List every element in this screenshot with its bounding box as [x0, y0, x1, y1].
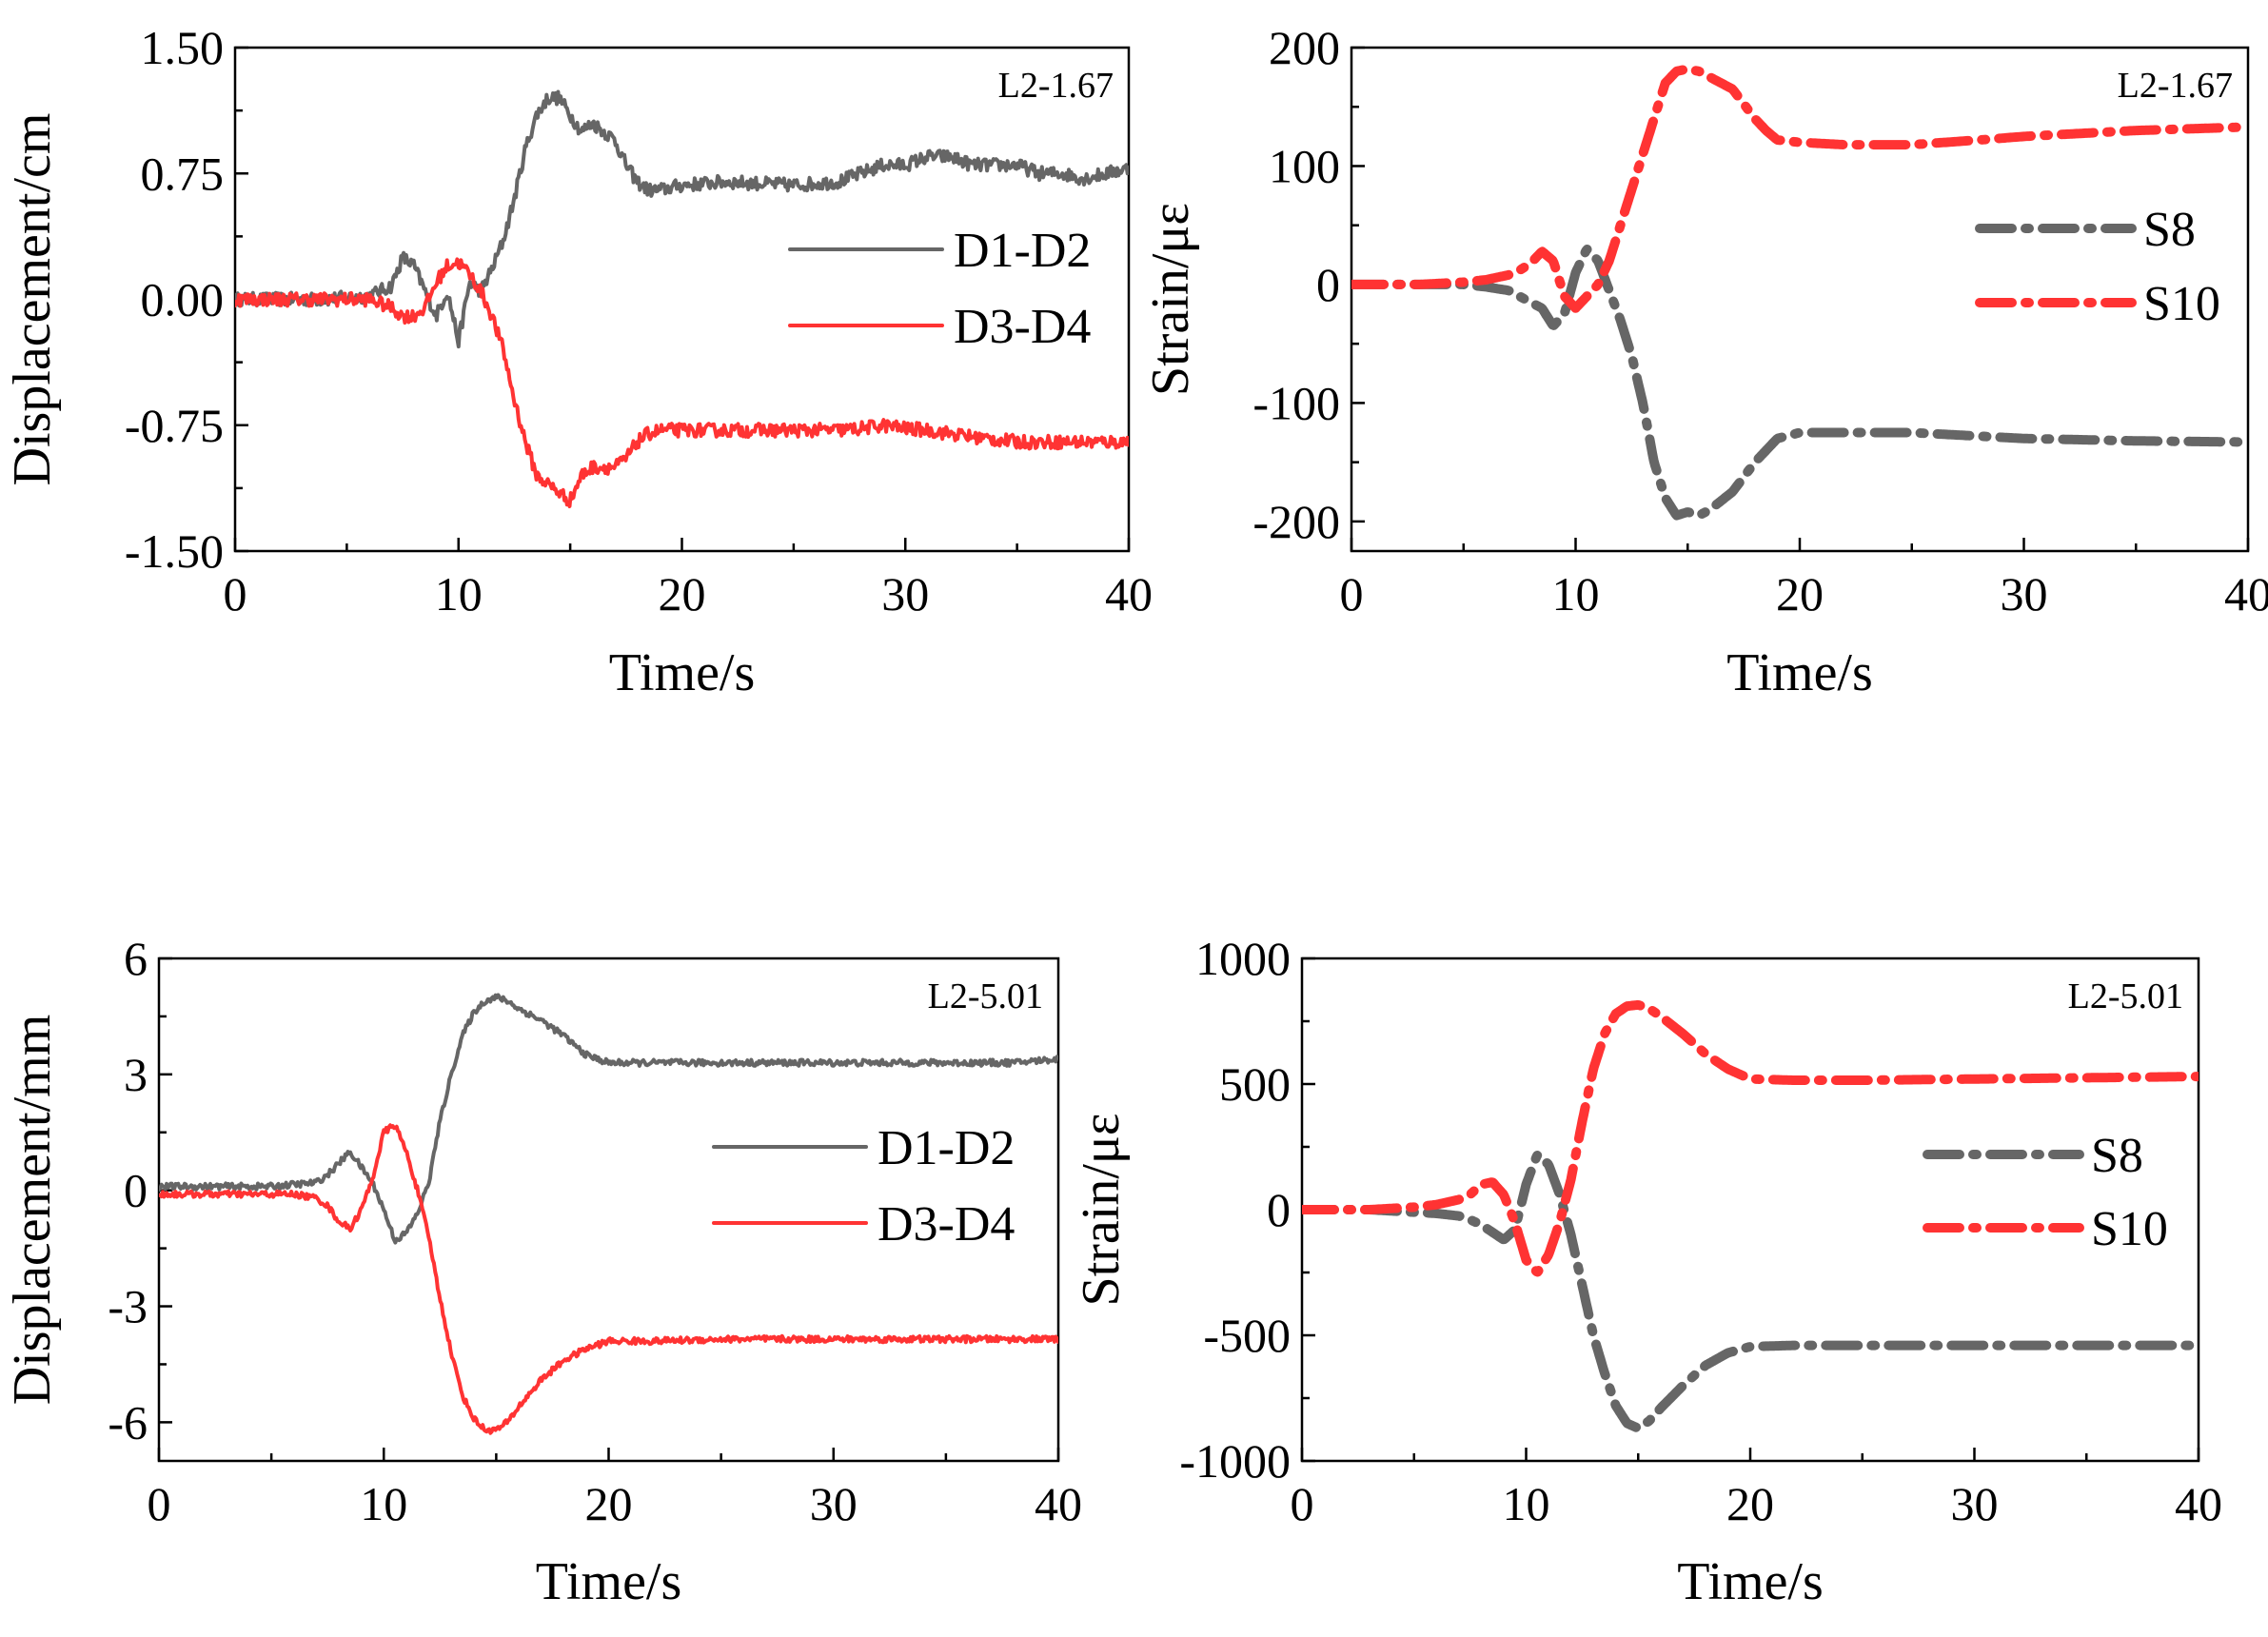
legend-label-d1-d2: D1-D2 [878, 1121, 1015, 1175]
y-tick-label: -1.50 [125, 524, 224, 578]
chart-panel-1: 0 10 20 30 40 -1.50 -0.75 0.00 0.75 1.50 Time/s Dis… [3, 21, 1153, 702]
x-tick-label: 10 [1552, 567, 1600, 621]
series-line-s8 [1302, 1150, 2199, 1433]
chart-panel-3: 0 10 20 30 40 -6 -3 0 3 6 Time/s Displacement/mm L2-… [3, 932, 1082, 1611]
y-tick-label: 3 [124, 1048, 148, 1101]
x-tick-label: 30 [810, 1477, 858, 1530]
y-tick-label: 0 [124, 1164, 148, 1217]
y-tick-label: 0.00 [141, 273, 225, 326]
y-tick-label: -200 [1252, 495, 1340, 548]
series-line-d3-d4 [235, 257, 1129, 508]
x-tick-label: 40 [2175, 1477, 2222, 1530]
x-tick-label: 0 [148, 1477, 171, 1530]
legend-label-d3-d4: D3-D4 [954, 300, 1091, 354]
x-tick-label: 30 [2001, 567, 2048, 621]
x-tick-label: 40 [1105, 567, 1153, 621]
y-tick-label: 1000 [1195, 932, 1291, 985]
y-axis-label: Strain/με [1072, 1114, 1131, 1307]
series-line-d1-d2 [159, 993, 1058, 1245]
legend-label-d3-d4: D3-D4 [878, 1197, 1015, 1252]
legend-label-s10: S10 [2091, 1202, 2168, 1256]
x-tick-label: 10 [360, 1477, 407, 1530]
x-tick-label: 20 [659, 567, 706, 621]
x-tick-label: 10 [435, 567, 483, 621]
y-tick-label: 1.50 [141, 21, 225, 74]
y-axis-label: Strain/με [1141, 203, 1200, 396]
y-tick-label: 6 [124, 932, 148, 985]
legend-label-s10: S10 [2143, 277, 2220, 331]
y-axis-label: Displacement/mm [3, 1015, 62, 1406]
x-axis-label: Time/s [536, 1552, 682, 1611]
chart-panel-4: 0 10 20 30 40 -1000 -500 0 500 1000 Time/s Strain/μ… [1072, 932, 2222, 1611]
legend-label-s8: S8 [2143, 203, 2196, 257]
y-tick-label: -100 [1252, 376, 1340, 429]
panel-label: L2-1.67 [998, 66, 1114, 106]
y-tick-label: -0.75 [125, 399, 224, 452]
x-tick-label: 20 [585, 1477, 633, 1530]
series-line-s10 [1302, 999, 2199, 1277]
y-tick-label: -500 [1203, 1309, 1291, 1362]
y-tick-label: 0 [1267, 1183, 1291, 1236]
y-tick-label: 200 [1269, 21, 1340, 74]
legend-label-s8: S8 [2091, 1129, 2143, 1183]
series-line-s10 [1351, 64, 2248, 313]
legend-label-d1-d2: D1-D2 [954, 224, 1091, 278]
panel-label: L2-5.01 [928, 976, 1043, 1016]
series-line-d3-d4 [159, 1123, 1058, 1435]
panel-label: L2-1.67 [2118, 66, 2233, 106]
y-tick-label: 0.75 [141, 147, 225, 200]
y-tick-label: 100 [1269, 139, 1340, 192]
chart-panel-2: 0 10 20 30 40 -200 -100 0 100 200 Time/s Strain/με L… [1141, 21, 2268, 702]
x-tick-label: 30 [881, 567, 929, 621]
y-tick-label: 0 [1316, 258, 1340, 311]
x-tick-label: 0 [224, 567, 247, 621]
x-tick-label: 20 [1776, 567, 1824, 621]
x-tick-label: 10 [1503, 1477, 1550, 1530]
x-tick-label: 0 [1340, 567, 1364, 621]
x-axis-label: Time/s [1726, 643, 1873, 702]
y-tick-label: -3 [108, 1280, 148, 1333]
series-line-d1-d2 [235, 89, 1129, 349]
y-tick-label: 500 [1219, 1057, 1291, 1111]
x-tick-label: 40 [2224, 567, 2268, 621]
x-axis-label: Time/s [609, 643, 756, 702]
x-tick-label: 0 [1291, 1477, 1314, 1530]
x-tick-label: 20 [1726, 1477, 1774, 1530]
series-line-s8 [1351, 245, 2248, 521]
y-tick-label: -1000 [1179, 1434, 1291, 1488]
x-tick-label: 40 [1035, 1477, 1082, 1530]
y-axis-label: Displacement/cm [3, 113, 62, 486]
x-tick-label: 30 [1951, 1477, 1999, 1530]
x-axis-label: Time/s [1677, 1552, 1824, 1611]
y-tick-label: -6 [108, 1395, 148, 1449]
panel-label: L2-5.01 [2068, 976, 2183, 1016]
